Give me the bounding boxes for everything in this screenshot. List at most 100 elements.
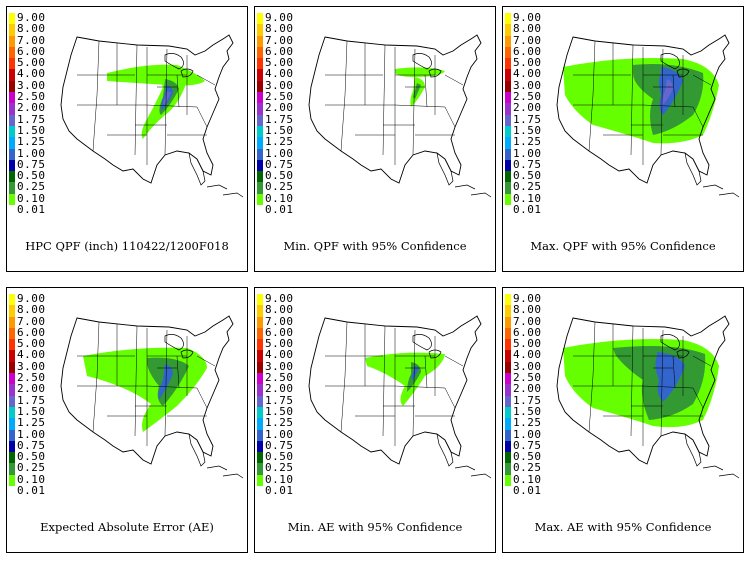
legend-swatch bbox=[257, 92, 263, 104]
legend-swatch bbox=[257, 452, 263, 464]
legend-label: 1.75 bbox=[17, 393, 46, 407]
legend-swatch bbox=[257, 395, 263, 407]
legend-swatch bbox=[9, 24, 15, 36]
legend-label: 1.75 bbox=[513, 112, 542, 126]
state-border bbox=[444, 387, 456, 409]
legend-label: 1.75 bbox=[17, 112, 46, 126]
legend-entry: 5.00 bbox=[505, 57, 551, 70]
legend-entry: 0.75 bbox=[257, 439, 303, 453]
legend-swatch bbox=[257, 24, 263, 36]
great-lakes bbox=[164, 334, 194, 359]
legend-swatch bbox=[257, 316, 263, 328]
legend-label: 2.50 bbox=[513, 90, 542, 104]
legend-label: 0.10 bbox=[265, 472, 294, 486]
legend-label: 9.00 bbox=[513, 292, 542, 305]
legend-swatch bbox=[505, 474, 511, 487]
legend-swatch bbox=[505, 35, 511, 47]
state-border bbox=[92, 40, 100, 152]
legend-entry: 9.00 bbox=[257, 12, 303, 25]
legend-label: 5.00 bbox=[17, 337, 46, 351]
legend-swatch bbox=[9, 148, 15, 160]
legend-entry: 1.00 bbox=[9, 147, 55, 160]
legend-swatch bbox=[505, 406, 511, 419]
legend-label: 4.00 bbox=[17, 67, 46, 81]
legend-swatch bbox=[505, 486, 511, 498]
legend-label: 0.50 bbox=[513, 169, 542, 183]
legend-swatch bbox=[505, 58, 511, 70]
state-border bbox=[382, 44, 386, 156]
legend-entry: 0.25 bbox=[257, 462, 303, 475]
legend-label: 1.50 bbox=[513, 404, 542, 418]
legend-entry: 2.50 bbox=[9, 372, 55, 385]
legend-label: 0.75 bbox=[513, 157, 542, 171]
us-precip-map bbox=[60, 315, 244, 479]
legend-label: 2.00 bbox=[17, 382, 46, 396]
state-border bbox=[92, 321, 100, 433]
legend-entry: 1.25 bbox=[9, 136, 55, 149]
legend-swatch bbox=[505, 316, 511, 328]
legend-entry: 2.00 bbox=[9, 382, 55, 396]
legend-swatch bbox=[505, 69, 511, 81]
panel-caption: Min. QPF with 95% Confidence bbox=[283, 239, 467, 253]
legend-swatch bbox=[257, 46, 263, 59]
legend-entry: 2.50 bbox=[505, 372, 551, 385]
legend-swatch bbox=[9, 327, 15, 340]
state-border bbox=[672, 355, 676, 389]
legend-entry: 0.10 bbox=[257, 192, 303, 206]
legend-label: 0.25 bbox=[17, 180, 46, 194]
legend-label: 3.00 bbox=[17, 78, 46, 92]
state-border bbox=[382, 325, 386, 437]
legend-swatch bbox=[9, 373, 15, 385]
legend-entry: 5.00 bbox=[257, 338, 303, 351]
legend-swatch bbox=[9, 339, 15, 351]
legend-label: 0.25 bbox=[513, 180, 542, 194]
legend-label: 0.50 bbox=[17, 450, 46, 464]
state-border bbox=[340, 40, 348, 152]
state-border bbox=[164, 329, 168, 437]
legend-swatch bbox=[9, 193, 15, 206]
us-precip-map bbox=[308, 34, 492, 198]
legend-swatch bbox=[9, 395, 15, 407]
legend-swatch bbox=[9, 429, 15, 441]
legend-entry: 0.01 bbox=[257, 204, 303, 217]
legend-label: 2.00 bbox=[17, 101, 46, 115]
state-border bbox=[424, 74, 428, 108]
legend-swatch bbox=[505, 463, 511, 475]
precip-area bbox=[395, 67, 445, 77]
legend-label: 7.00 bbox=[513, 33, 542, 47]
legend-label: 7.00 bbox=[17, 314, 46, 328]
legend-entry: 1.25 bbox=[257, 136, 303, 149]
legend-entry: 6.00 bbox=[257, 45, 303, 59]
panel-caption: Expected Absolute Error (AE) bbox=[40, 520, 214, 534]
legend-label: 1.25 bbox=[265, 416, 294, 430]
state-border bbox=[412, 48, 416, 156]
legend-label: 0.01 bbox=[513, 203, 542, 217]
legend-entry: 3.00 bbox=[505, 359, 551, 374]
legend-entry: 7.00 bbox=[9, 34, 55, 47]
legend-swatch bbox=[505, 171, 511, 183]
legend-label: 4.00 bbox=[265, 348, 294, 362]
legend-label: 4.00 bbox=[265, 67, 294, 81]
state-border bbox=[196, 355, 216, 367]
legend-label: 1.25 bbox=[17, 416, 46, 430]
legend-entry: 0.75 bbox=[505, 439, 551, 453]
legend-entry: 7.00 bbox=[505, 33, 551, 47]
legend-label: 0.50 bbox=[17, 169, 46, 183]
legend-entry: 0.25 bbox=[257, 181, 303, 194]
state-border bbox=[630, 44, 634, 156]
legend-swatch bbox=[9, 35, 15, 47]
legend-label: 3.00 bbox=[513, 359, 542, 373]
legend-swatch bbox=[505, 46, 511, 59]
legend-swatch bbox=[9, 205, 15, 217]
legend-label: 8.00 bbox=[513, 303, 542, 317]
legend-entry: 6.00 bbox=[9, 326, 55, 340]
legend-swatch bbox=[505, 294, 511, 306]
great-lakes bbox=[412, 53, 442, 78]
legend-swatch bbox=[505, 440, 511, 453]
state-border bbox=[340, 321, 348, 433]
legend-swatch bbox=[9, 474, 15, 487]
precip-area bbox=[655, 352, 685, 402]
legend-swatch bbox=[9, 103, 15, 115]
country-outline bbox=[556, 34, 730, 184]
legend-entry: 9.00 bbox=[9, 12, 55, 25]
